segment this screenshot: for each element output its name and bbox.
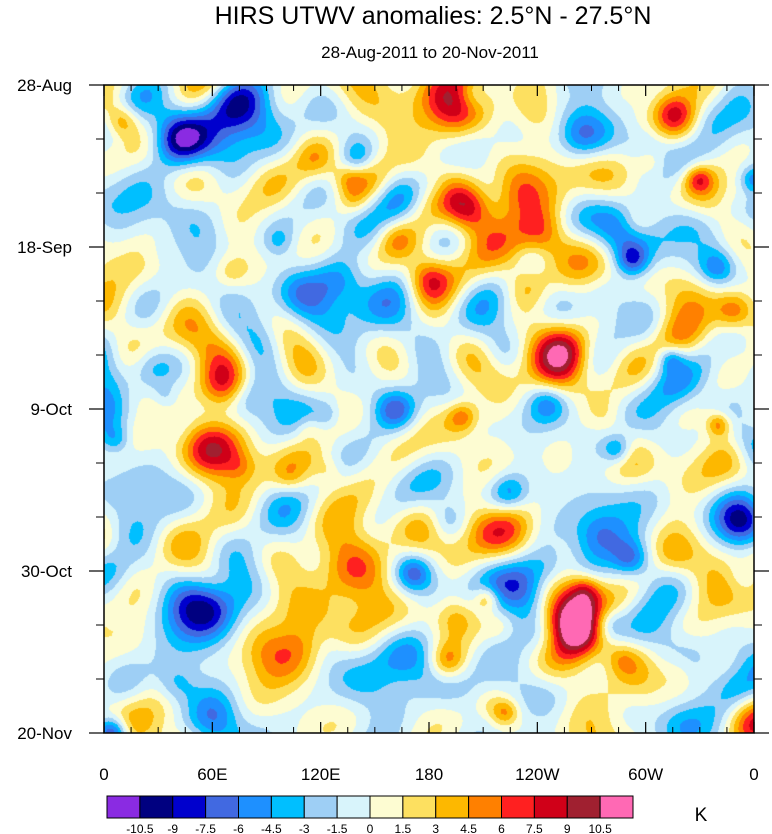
colorbar-label: -4.5 [261, 822, 282, 834]
chart-subtitle: 28-Aug-2011 to 20-Nov-2011 [321, 43, 539, 62]
colorbar-swatch [106, 795, 141, 819]
x-tick-label: 60W [628, 765, 663, 784]
colorbar-label: -6 [233, 822, 244, 834]
chart-title: HIRS UTWV anomalies: 2.5°N - 27.5°N [215, 2, 652, 30]
colorbar-swatch [369, 795, 404, 819]
heatmap-field [104, 85, 754, 733]
x-tick-label: 120W [515, 765, 559, 784]
colorbar-label: 4.5 [460, 822, 477, 834]
colorbar-swatch [172, 795, 207, 819]
colorbar-swatch [303, 795, 338, 819]
colorbar-label: -9 [167, 822, 178, 834]
colorbar-label: 9 [564, 822, 571, 834]
colorbar-label: -1.5 [327, 822, 348, 834]
y-tick-label: 20-Nov [17, 724, 72, 743]
x-tick-label: 180 [415, 765, 443, 784]
x-tick-label: 0 [99, 765, 108, 784]
x-axis: 0 60E 120E 180 120W 60W 0 [99, 85, 759, 784]
colorbar-label: 3 [432, 822, 439, 834]
colorbar: -10.5 -9 -7.5 -6 -4.5 -3 -1.5 0 1.5 3 4.5 6 7.5 9 10.5 [106, 795, 634, 834]
colorbar-label: 10.5 [588, 822, 612, 834]
x-tick-label: 60E [197, 765, 227, 784]
colorbar-swatch [435, 795, 470, 819]
colorbar-swatch [599, 795, 634, 819]
colorbar-swatch [336, 795, 371, 819]
colorbar-swatch [402, 795, 437, 819]
colorbar-label: 1.5 [395, 822, 412, 834]
colorbar-label: 0 [367, 822, 374, 834]
colorbar-label: -3 [299, 822, 310, 834]
y-tick-label: 18-Sep [17, 238, 72, 257]
colorbar-swatch [501, 795, 535, 819]
colorbar-swatch [205, 795, 239, 819]
plot-area [103, 84, 755, 734]
colorbar-swatch [566, 795, 601, 819]
colorbar-label: -10.5 [126, 822, 154, 834]
x-tick-label: 0 [749, 765, 758, 784]
y-tick-label: 9-Oct [30, 400, 72, 419]
y-tick-label: 30-Oct [21, 562, 72, 581]
colorbar-label: 6 [498, 822, 505, 834]
colorbar-swatch [533, 795, 568, 819]
y-axis: 28-Aug 18-Sep 9-Oct 30-Oct 20-Nov [17, 76, 769, 743]
colorbar-swatch [468, 795, 502, 819]
colorbar-swatch [238, 795, 272, 819]
colorbar-label: -7.5 [195, 822, 216, 834]
x-tick-label: 120E [301, 765, 341, 784]
colorbar-swatch [139, 795, 174, 819]
colorbar-swatch [270, 795, 305, 819]
y-tick-label: 28-Aug [17, 76, 72, 95]
colorbar-label: 7.5 [526, 822, 543, 834]
colorbar-units: K [695, 805, 708, 826]
